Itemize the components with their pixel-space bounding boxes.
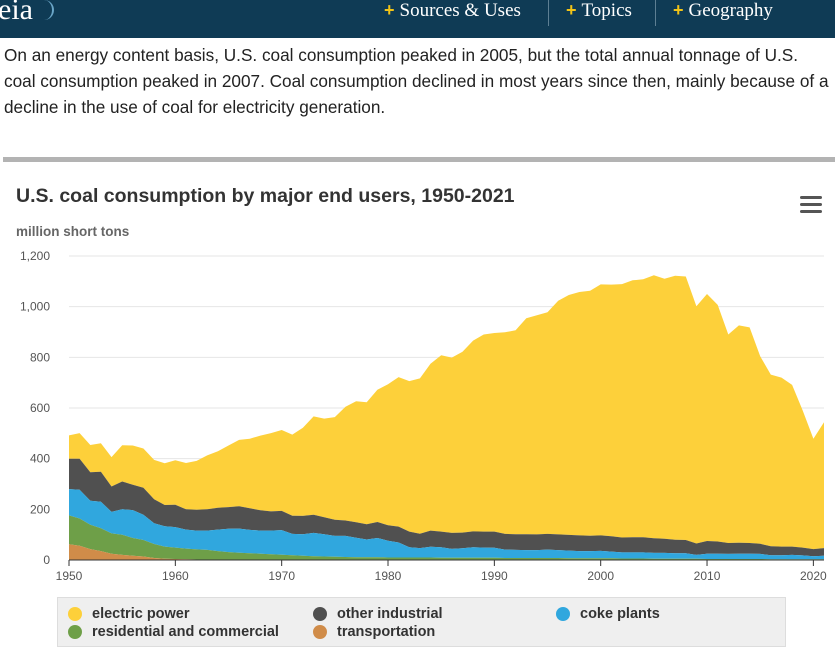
chart-legend: electric power other industrial coke pla… [57, 597, 786, 647]
area-coke-plants [69, 489, 824, 560]
legend-label: coke plants [580, 606, 660, 622]
eia-logo-swoosh [38, 0, 54, 20]
legend-item-other-industrial[interactable]: other industrial [313, 606, 443, 622]
nav-separator [655, 0, 656, 26]
nav-sources-uses-label: Sources & Uses [399, 0, 521, 21]
legend-label: other industrial [337, 606, 443, 622]
y-axis-unit-label: million short tons [16, 224, 130, 239]
x-tick-label: 1980 [375, 569, 402, 583]
y-tick-label: 1,000 [20, 300, 50, 314]
legend-label: electric power [92, 606, 190, 622]
top-navigation-bar: eia + Sources & Uses + Topics + Geograph… [0, 0, 835, 38]
area-transportation [69, 544, 824, 560]
nav-topics-label: Topics [581, 0, 632, 21]
x-tick-label: 2010 [694, 569, 721, 583]
y-tick-label: 200 [30, 502, 50, 516]
area-electric-power [69, 275, 824, 550]
legend-item-electric-power[interactable]: electric power [68, 606, 190, 622]
section-divider [3, 157, 835, 162]
x-tick-label: 1950 [56, 569, 83, 583]
legend-swatch [313, 625, 327, 639]
legend-label: residential and commercial [92, 624, 279, 640]
nav-separator [548, 0, 549, 26]
legend-item-residential-commercial[interactable]: residential and commercial [68, 624, 279, 640]
chart-menu-icon[interactable] [800, 196, 822, 214]
legend-swatch [313, 607, 327, 621]
y-tick-label: 400 [30, 452, 50, 466]
plus-icon: + [566, 0, 577, 20]
legend-swatch [556, 607, 570, 621]
legend-swatch [68, 607, 82, 621]
legend-item-coke-plants[interactable]: coke plants [556, 606, 660, 622]
chart-title: U.S. coal consumption by major end users… [16, 185, 515, 207]
y-tick-label: 600 [30, 401, 50, 415]
x-tick-label: 2020 [800, 569, 827, 583]
y-tick-label: 800 [30, 350, 50, 364]
plus-icon: + [673, 0, 684, 20]
legend-swatch [68, 625, 82, 639]
y-tick-label: 0 [43, 553, 50, 567]
nav-geography-label: Geography [688, 0, 773, 21]
eia-logo[interactable]: eia [0, 0, 33, 26]
area-residential-and-commercial [69, 515, 824, 560]
x-tick-label: 2000 [587, 569, 614, 583]
nav-geography[interactable]: + Geography [673, 0, 773, 26]
x-tick-label: 1970 [268, 569, 295, 583]
plus-icon: + [384, 0, 395, 20]
x-tick-label: 1990 [481, 569, 508, 583]
area-other-industrial [69, 458, 824, 557]
legend-item-transportation[interactable]: transportation [313, 624, 435, 640]
y-tick-label: 1,200 [20, 249, 50, 263]
nav-sources-uses[interactable]: + Sources & Uses [384, 0, 521, 26]
legend-label: transportation [337, 624, 436, 640]
stacked-area-chart: 0 200 400 600 800 1,000 1,200 1950 1960 1970 1980 1… [20, 249, 827, 583]
x-tick-label: 1960 [162, 569, 189, 583]
intro-paragraph: On an energy content basis, U.S. coal co… [4, 45, 829, 117]
nav-topics[interactable]: + Topics [566, 0, 632, 26]
